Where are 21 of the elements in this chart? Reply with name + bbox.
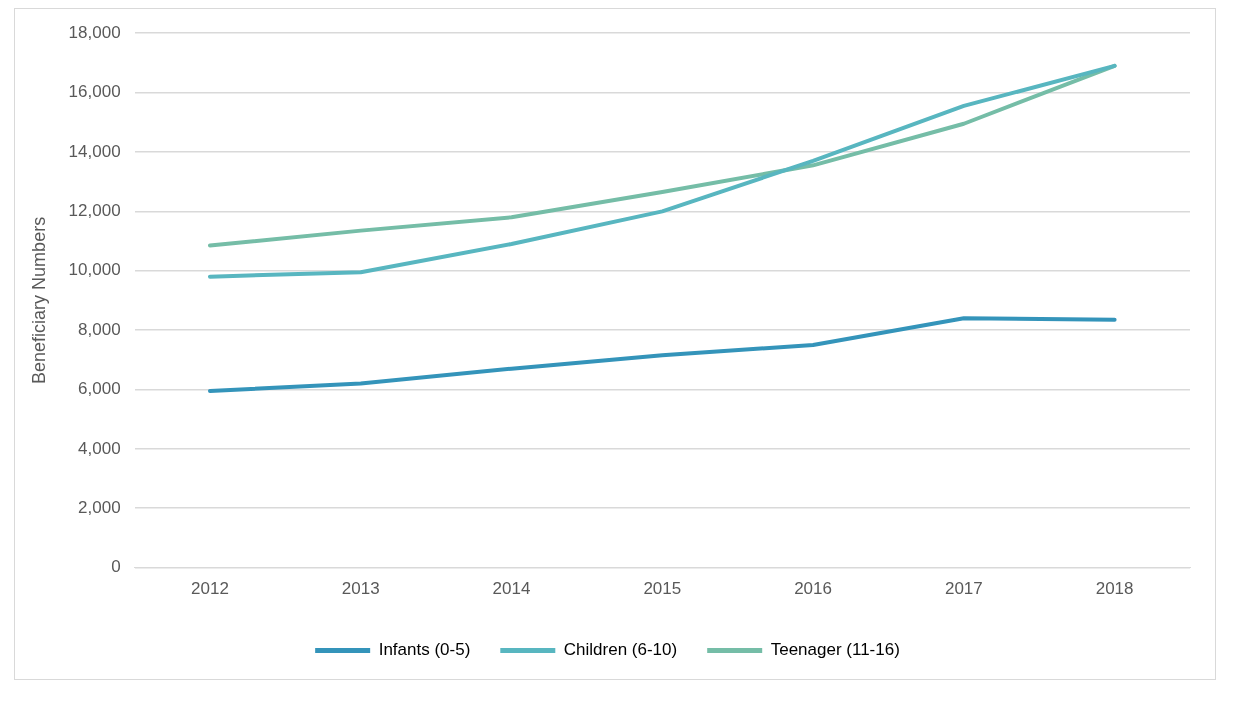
y-tick-label: 16,000 — [68, 82, 121, 102]
y-tick-label: 12,000 — [68, 201, 121, 221]
legend-label: Children (6-10) — [563, 640, 678, 660]
y-tick-label: 4,000 — [78, 438, 121, 458]
y-tick-label: 14,000 — [68, 141, 121, 161]
y-tick-label: 2,000 — [78, 497, 121, 517]
x-tick-label: 2016 — [794, 579, 832, 599]
y-tick-label: 0 — [111, 557, 121, 577]
y-axis-title: Beneficiary Numbers — [28, 216, 49, 384]
x-tick-label: 2017 — [944, 579, 983, 599]
x-tick-label: 2013 — [341, 579, 380, 599]
x-tick-label: 2018 — [1095, 579, 1134, 599]
x-tick-label: 2015 — [643, 579, 682, 599]
y-tick-label: 8,000 — [78, 319, 121, 339]
x-tick-label: 2012 — [191, 579, 229, 599]
y-tick-label: 18,000 — [68, 22, 121, 42]
legend-label: Teenager (11-16) — [770, 640, 900, 660]
x-tick-label: 2014 — [492, 579, 531, 599]
legend-label: Infants (0-5) — [378, 640, 471, 660]
y-tick-label: 10,000 — [68, 260, 121, 280]
y-tick-label: 6,000 — [78, 379, 121, 399]
